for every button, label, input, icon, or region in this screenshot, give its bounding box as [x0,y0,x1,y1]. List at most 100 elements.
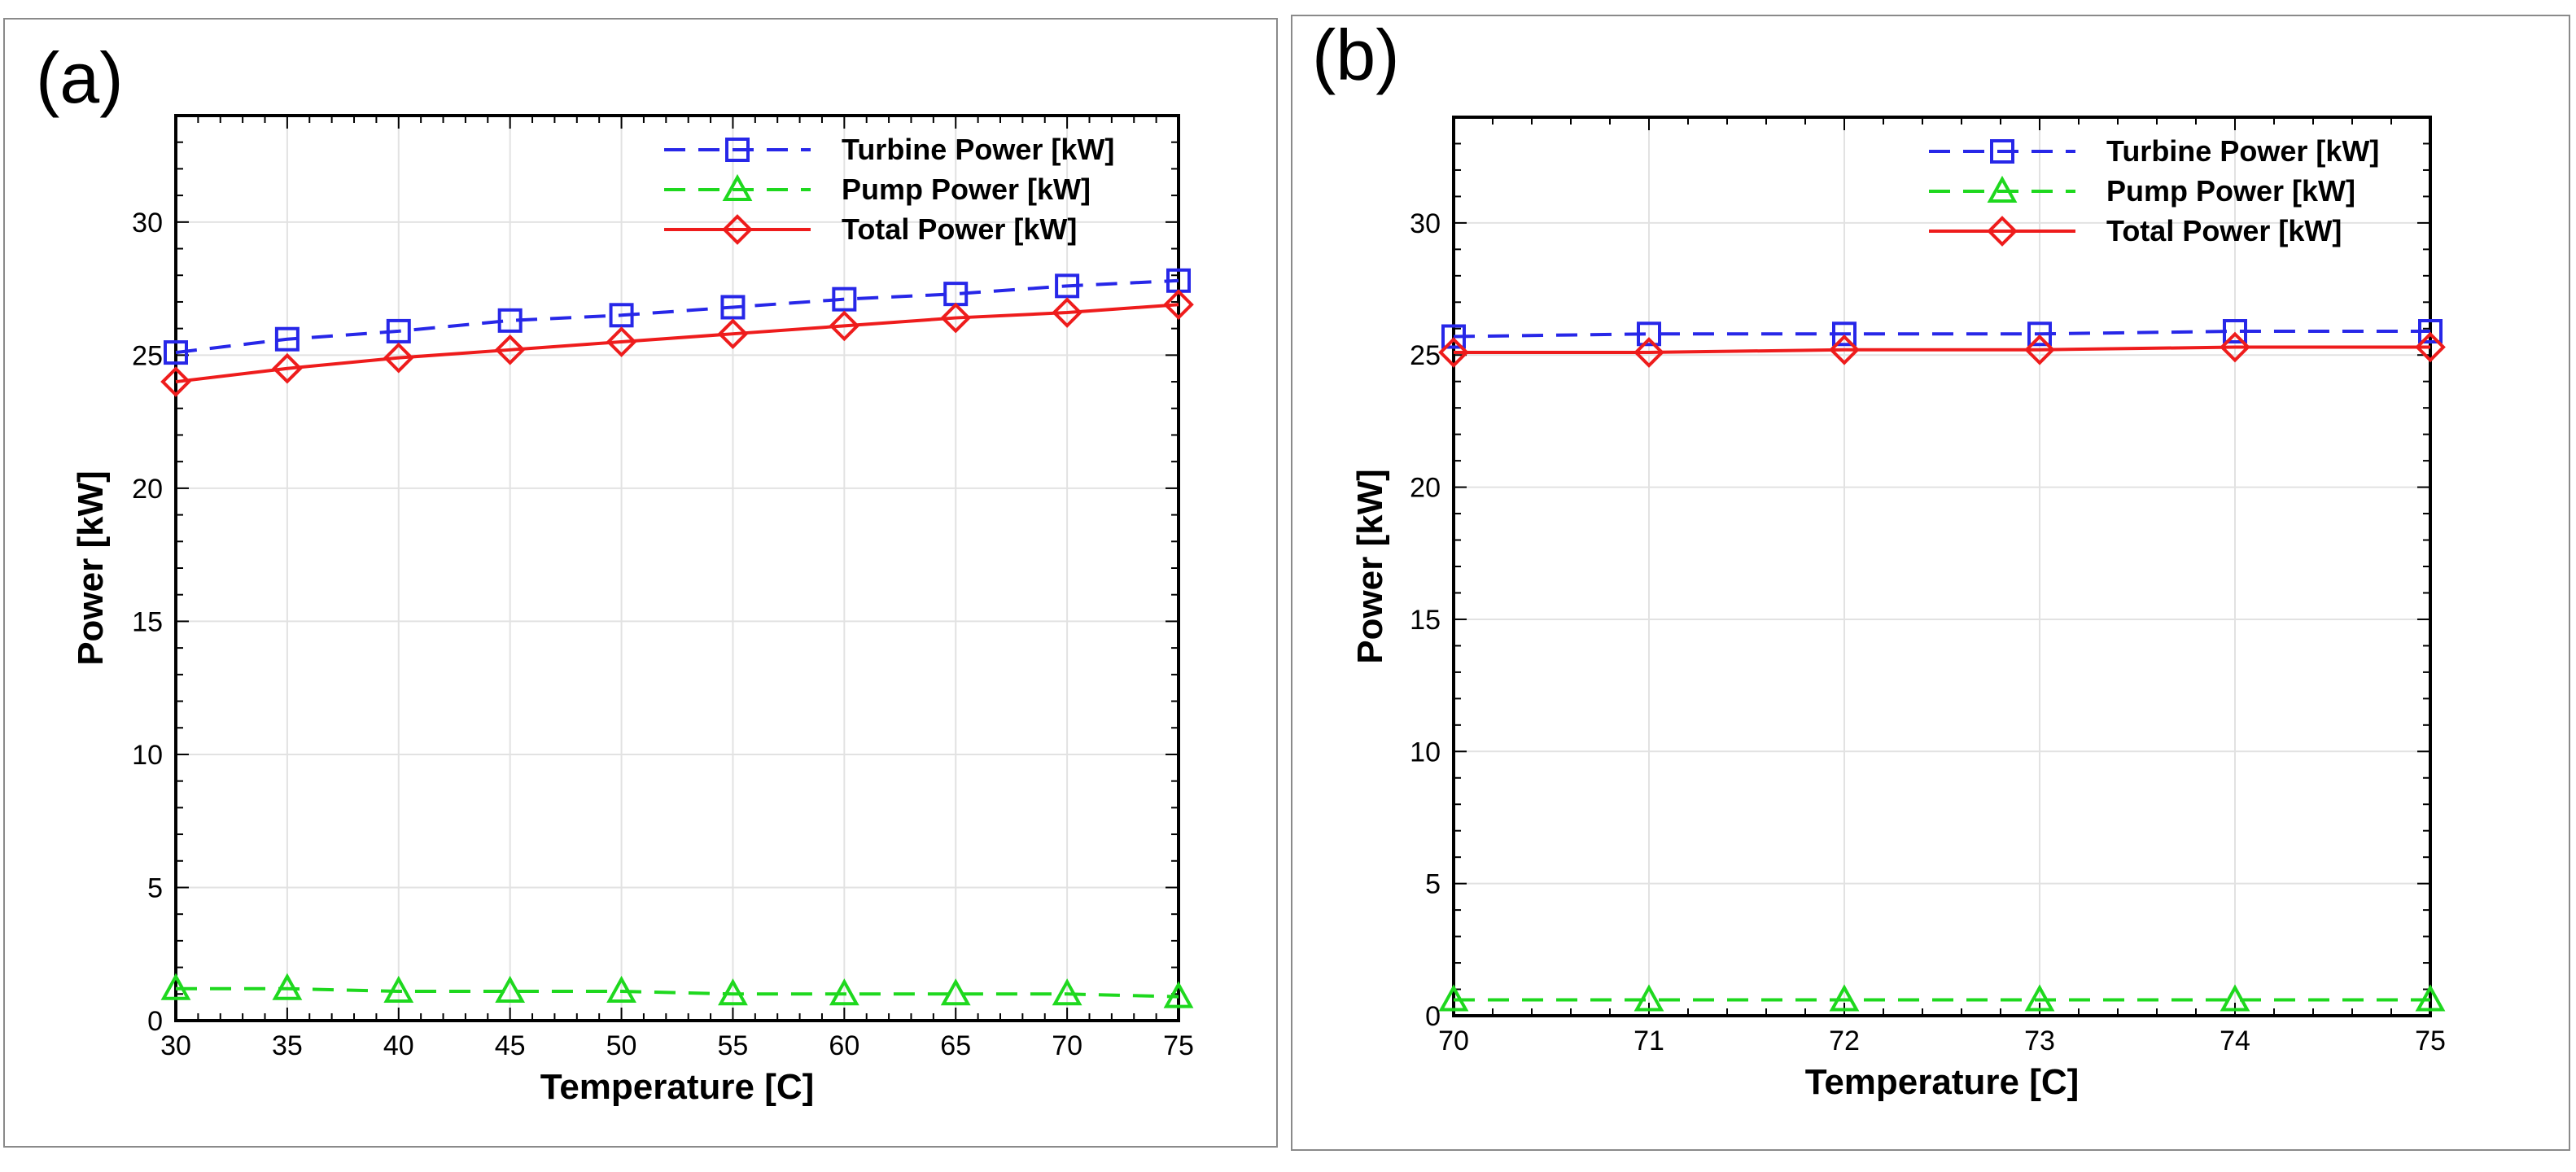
data-point-square [1637,321,1661,347]
series-2 [1438,331,2446,368]
y-tick-label: 25 [1410,340,1441,371]
x-tick-label: 72 [1829,1026,1860,1056]
x-axis-title: Temperature [C] [540,1067,815,1107]
data-point-diamond [940,302,972,334]
data-point-triangle [718,978,748,1006]
data-point-diamond [2024,334,2055,365]
chart-panel-a: (a) 30 35 40 45 50 55 60 65 70 75 0 5 10 15 20 25 30 Tempe… [3,18,1278,1148]
data-point-triangle [1163,981,1194,1008]
data-point-square [164,340,188,365]
data-point-triangle [606,975,636,1004]
y-axis-title: Power [kW] [71,470,111,666]
series-0 [1441,319,2443,349]
legend-triangle-icon [722,173,753,201]
x-tick-label: 60 [829,1030,859,1061]
data-point-triangle [495,975,526,1004]
series-line-2 [1454,345,2430,354]
data-point-diamond [1163,289,1194,321]
x-tick-label: 65 [940,1030,971,1061]
x-tick-label: 74 [2220,1026,2250,1056]
legend-label: Total Power [kW] [842,212,1077,246]
chart-panel-b: (b) 70 71 72 73 74 75 0 5 10 15 20 25 30 Temperature [… [1291,15,2570,1151]
legend-diamond-icon [1987,216,2018,247]
series-1 [160,973,1194,1008]
data-point-triangle [1634,984,1664,1012]
data-point-triangle [383,975,414,1004]
y-tick-label: 30 [132,208,163,238]
legend-square-icon [725,138,750,162]
data-point-square [609,303,634,328]
plot-frame [1452,116,2432,1017]
plot-frame [174,114,1180,1022]
data-point-triangle [1829,984,1860,1012]
series-line-0 [1453,330,2430,339]
data-point-triangle [940,978,971,1006]
data-point-triangle [272,973,303,1000]
axis-ticks [1453,116,2431,1017]
axis-ticks [175,115,1179,1021]
data-point-triangle [2415,984,2446,1012]
panel-label: (a) [36,37,124,118]
series-1 [1438,984,2446,1012]
x-tick-label: 50 [606,1030,637,1061]
data-point-diamond [1052,297,1082,328]
data-point-square [2027,321,2052,347]
chart-b-svg: (b) 70 71 72 73 74 75 0 5 10 15 20 25 30 Temperature [… [1312,15,2446,1102]
data-point-square [1441,324,1466,349]
data-point-diamond [1634,337,1664,368]
series-line-1 [176,986,1179,999]
series-line-2 [175,303,1179,384]
x-tick-label: 55 [718,1030,749,1061]
x-tick-label: 71 [1634,1026,1664,1056]
legend-diamond-icon [722,214,753,245]
x-tick-label: 70 [1438,1026,1469,1056]
data-point-diamond [494,334,526,365]
y-tick-label: 20 [1410,473,1441,504]
y-tick-label: 15 [132,606,163,637]
x-tick-label: 75 [1163,1030,1194,1061]
x-tick-label: 73 [2024,1026,2055,1056]
legend: Turbine Power [kW] Pump Power [kW] Total P… [664,133,1114,246]
series-2 [160,289,1194,397]
data-point-diamond [717,318,749,350]
chart-a-svg: (a) 30 35 40 45 50 55 60 65 70 75 0 5 10 15 20 25 30 Tempe… [36,37,1194,1107]
data-point-triangle [1052,978,1082,1006]
legend-triangle-icon [1987,175,2018,203]
grid-lines [1454,117,2430,1016]
data-point-square [2223,319,2247,344]
y-tick-label: 10 [132,740,163,771]
legend-square-icon [1990,139,2014,164]
legend-label: Pump Power [kW] [2106,174,2355,208]
data-point-diamond [2220,331,2250,363]
data-point-diamond [160,366,191,397]
y-tick-label: 25 [132,340,163,371]
x-tick-label: 35 [272,1030,303,1061]
data-point-triangle [1438,984,1469,1012]
data-point-triangle [2220,984,2250,1012]
y-tick-label: 0 [1425,1001,1441,1032]
data-point-triangle [829,978,859,1006]
data-point-square [720,295,746,320]
data-point-square [1832,321,1857,347]
y-tick-label: 5 [147,872,163,903]
legend: Turbine Power [kW] Pump Power [kW] Total P… [1929,134,2379,247]
data-point-diamond [829,310,860,342]
series-line-0 [175,278,1179,355]
series-0 [164,268,1191,365]
data-point-square [386,318,411,343]
x-tick-label: 70 [1052,1030,1082,1061]
y-tick-label: 0 [147,1006,163,1037]
data-point-diamond [1438,337,1469,368]
data-point-triangle [2024,984,2055,1012]
data-point-square [1055,273,1080,299]
legend-label: Turbine Power [kW] [2106,134,2379,168]
legend-label: Total Power [kW] [2106,214,2342,247]
y-tick-label: 5 [1425,869,1441,900]
x-tick-label: 40 [383,1030,414,1061]
x-tick-label: 45 [495,1030,526,1061]
data-point-diamond [272,352,303,384]
data-point-diamond [606,326,637,357]
data-point-square [832,286,857,312]
x-axis-title: Temperature [C] [1805,1062,2080,1102]
data-point-square [2418,319,2443,344]
